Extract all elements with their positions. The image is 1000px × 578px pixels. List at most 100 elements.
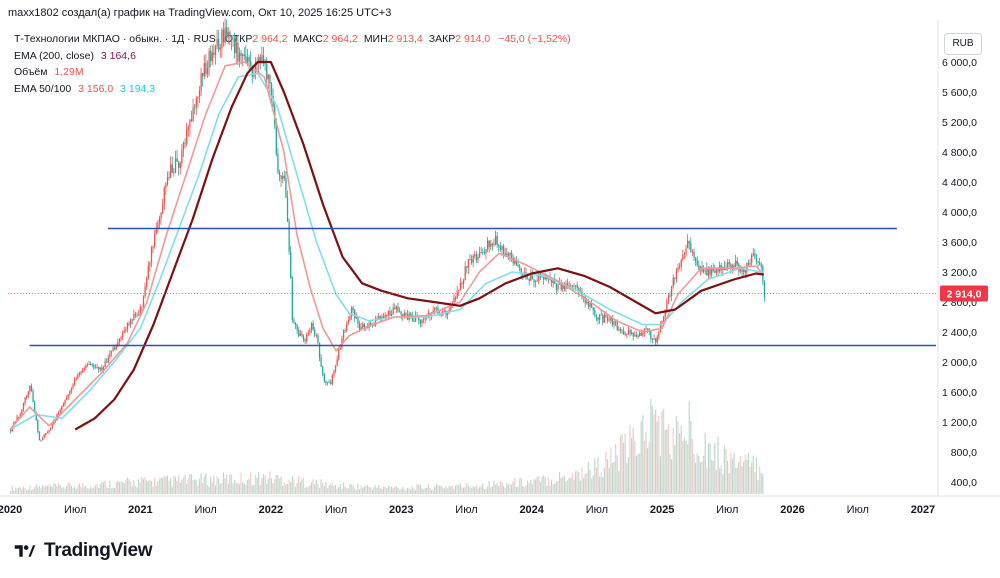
volume-bar xyxy=(547,476,549,494)
volume-bar xyxy=(275,475,277,494)
volume-bar xyxy=(182,477,185,494)
volume-bar xyxy=(408,488,410,494)
volume-bar xyxy=(413,488,415,494)
volume-bar xyxy=(552,484,554,494)
ema100-line xyxy=(9,72,764,431)
volume-bar xyxy=(301,479,303,494)
volume-bar xyxy=(446,488,449,494)
volume-bar xyxy=(138,479,140,494)
candle-body xyxy=(333,371,335,376)
ohlc-label-1: МАКС xyxy=(293,33,323,45)
volume-bar xyxy=(610,448,612,494)
volume-bar xyxy=(618,471,620,494)
volume-bar xyxy=(333,485,335,494)
tradingview-logo-icon xyxy=(14,545,36,557)
volume-bar xyxy=(344,486,346,494)
candle-body xyxy=(91,364,93,366)
candle-body xyxy=(405,313,407,315)
volume-bar xyxy=(314,484,316,494)
legend-ema50-100-row[interactable]: EMA 50/100 3 156,0 3 194,3 xyxy=(14,81,571,98)
volume-bar xyxy=(210,476,212,494)
candle-body xyxy=(344,330,346,332)
volume-bar xyxy=(280,476,282,494)
candle-body xyxy=(541,276,543,278)
x-tick-label: 2022 xyxy=(259,504,283,516)
volume-bar xyxy=(720,465,722,494)
candle-body xyxy=(466,266,468,268)
volume-bar xyxy=(613,461,615,494)
candle-body xyxy=(746,263,748,273)
volume-bar xyxy=(144,476,146,494)
volume-bar xyxy=(392,488,394,494)
volume-bar xyxy=(307,486,309,494)
candle-body xyxy=(306,334,308,342)
volume-bar xyxy=(219,483,221,494)
candle-body xyxy=(342,330,345,339)
volume-bar xyxy=(634,441,636,494)
volume-bar xyxy=(565,481,567,494)
candle-body xyxy=(370,322,372,325)
candle-body xyxy=(751,255,753,264)
candle-body xyxy=(727,262,729,268)
candle-body xyxy=(235,42,237,54)
candle-body xyxy=(317,335,319,343)
volume-bar xyxy=(622,442,625,494)
legend-symbol-row[interactable]: Т-Технологии МКПАО · обыкн. · 1Д · RUS О… xyxy=(14,31,571,48)
volume-bar xyxy=(727,460,729,494)
currency-button[interactable]: RUB xyxy=(944,33,982,55)
candle-body xyxy=(131,319,133,321)
candle-body xyxy=(611,317,614,325)
candle-body xyxy=(707,267,710,276)
candle-body xyxy=(554,279,556,284)
candle-body xyxy=(518,266,521,268)
volume-bar xyxy=(365,485,367,494)
volume-bar xyxy=(69,482,71,494)
ema50-100-label[interactable]: EMA 50/100 xyxy=(14,82,72,95)
legend-ema200-row[interactable]: EMA (200, close) 3 164,6 xyxy=(14,48,571,65)
volume-bar xyxy=(194,479,196,494)
volume-bar xyxy=(109,480,111,494)
volume-bar xyxy=(549,485,551,494)
volume-bars xyxy=(10,398,764,494)
volume-bar xyxy=(197,485,199,494)
candle-body xyxy=(709,267,711,275)
tradingview-logo[interactable]: TradingView xyxy=(12,540,153,562)
volume-bar xyxy=(77,485,79,494)
ema200-label[interactable]: EMA (200, close) xyxy=(14,49,94,62)
volume-bar xyxy=(262,474,265,494)
volume-bar xyxy=(530,479,532,494)
volume-bar xyxy=(707,443,710,494)
y-tick-label: 2 400,0 xyxy=(942,327,977,339)
volume-label[interactable]: Объём xyxy=(14,66,48,78)
candle-body xyxy=(509,252,511,256)
volume-bar xyxy=(45,485,47,494)
volume-value: 1,29M xyxy=(54,66,84,78)
volume-bar xyxy=(560,477,562,494)
volume-bar xyxy=(485,488,487,494)
candle-body xyxy=(557,284,559,290)
volume-bar xyxy=(312,479,314,494)
candle-body xyxy=(392,307,394,315)
candle-body xyxy=(178,161,180,168)
y-tick-label: 1 200,0 xyxy=(942,417,977,429)
candle-body xyxy=(11,427,13,432)
legend-volume-row[interactable]: Объём 1,29M xyxy=(14,64,571,81)
volume-bar xyxy=(501,482,503,494)
volume-bar xyxy=(163,475,165,494)
candle-body xyxy=(32,391,34,403)
candle-body xyxy=(512,257,514,264)
symbol-name[interactable]: Т-Технологии МКПАО · обыкн. · 1Д · RUS xyxy=(14,33,216,45)
candle-body xyxy=(667,295,670,302)
volume-bar xyxy=(603,467,605,494)
volume-bar xyxy=(752,455,754,494)
candle-body xyxy=(275,124,277,155)
volume-bar xyxy=(438,485,441,494)
volume-bar xyxy=(296,482,298,494)
candle-body xyxy=(82,370,84,372)
candle-body xyxy=(101,367,103,371)
volume-bar xyxy=(671,459,673,494)
candle-body xyxy=(83,368,85,371)
volume-bar xyxy=(34,487,36,494)
volume-bar xyxy=(62,486,65,494)
